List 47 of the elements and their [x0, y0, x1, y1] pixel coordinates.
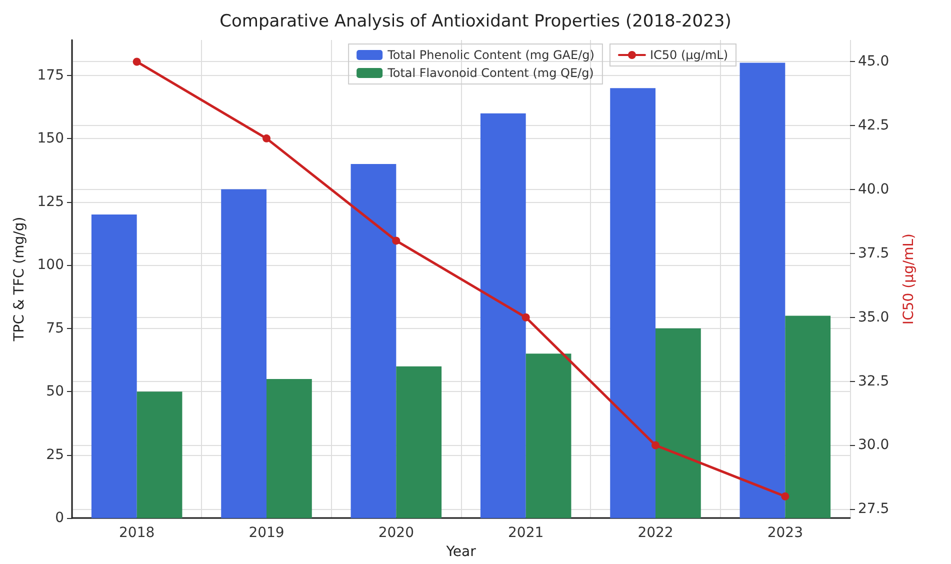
y2-tick-label: 35.0	[858, 309, 890, 326]
y2-axis-title: IC50 (μg/mL)	[901, 234, 917, 325]
bar	[480, 113, 526, 518]
point	[132, 58, 141, 66]
point	[392, 236, 400, 245]
y2-tick-label: 37.5	[858, 245, 890, 262]
y2-tick-label: 30.0	[858, 437, 890, 454]
point	[262, 134, 270, 142]
bar	[91, 214, 137, 518]
legend-label: Total Phenolic Content (mg GAE/g)	[386, 48, 594, 62]
y2-tick-label: 27.5	[858, 501, 890, 518]
x-tick-label: 2019	[248, 525, 284, 542]
x-tick-label: 2021	[508, 525, 544, 542]
bar	[656, 328, 701, 518]
bar	[740, 62, 786, 518]
y-tick-label: 150	[37, 130, 64, 147]
x-tick-label: 2022	[638, 525, 674, 542]
y-tick-label: 50	[46, 384, 64, 400]
x-tick-label: 2020	[378, 525, 414, 542]
y2-tick-label: 42.5	[858, 118, 890, 134]
y-tick-label: 125	[37, 194, 64, 210]
point	[522, 313, 530, 322]
x-axis-title: Year	[445, 544, 476, 560]
point	[652, 441, 660, 450]
x-tick-label: 2023	[767, 525, 803, 542]
bar	[221, 189, 266, 518]
chart-title: Comparative Analysis of Antioxidant Properties (2018-2023)	[220, 12, 732, 32]
y-axis-title: TPC & TFC (mg/g)	[11, 216, 28, 342]
legend-label: IC50 (μg/mL)	[650, 48, 728, 62]
y-tick-label: 0	[55, 510, 64, 526]
y-tick-label: 25	[46, 446, 64, 463]
y-tick-label: 100	[37, 257, 64, 274]
bar	[136, 392, 182, 518]
bar	[526, 354, 572, 518]
y2-tick-label: 40.0	[858, 182, 890, 198]
bar	[396, 366, 442, 518]
bar	[266, 378, 312, 518]
y2-tick-label: 45.0	[858, 54, 890, 70]
x-tick-label: 2018	[119, 525, 155, 542]
y2-tick-label: 32.5	[858, 373, 890, 390]
y-tick-label: 75	[46, 320, 64, 336]
legend-label: Total Flavonoid Content (mg QE/g)	[386, 66, 594, 80]
bar	[610, 88, 656, 518]
point	[781, 492, 790, 500]
bar	[785, 316, 831, 518]
bar	[350, 164, 396, 518]
y-tick-label: 175	[37, 67, 64, 84]
